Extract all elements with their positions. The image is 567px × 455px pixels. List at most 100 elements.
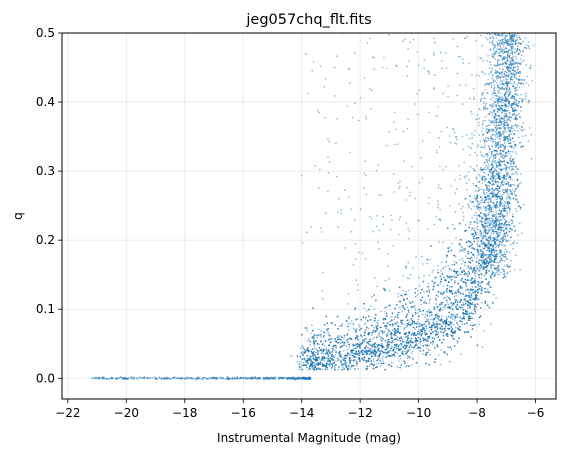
data-point [497, 90, 499, 92]
data-point [454, 281, 456, 284]
data-point [480, 244, 482, 246]
data-point [495, 120, 498, 122]
data-point [371, 349, 374, 352]
data-point [367, 360, 370, 363]
data-point [427, 283, 430, 285]
data-point [376, 355, 379, 357]
data-point [428, 364, 430, 366]
data-point [315, 362, 318, 365]
data-point [405, 293, 408, 296]
data-point [356, 336, 359, 339]
data-point [457, 301, 459, 303]
data-point [492, 201, 495, 204]
data-point [516, 168, 519, 170]
data-point [358, 357, 360, 360]
data-point [461, 277, 463, 280]
data-point [414, 340, 417, 343]
data-point [402, 353, 405, 356]
data-point [448, 311, 451, 314]
data-point [490, 135, 492, 138]
data-point [491, 55, 494, 58]
data-point [313, 364, 316, 367]
data-point [466, 322, 468, 325]
data-point [499, 77, 502, 80]
data-point [446, 284, 449, 287]
data-point [350, 359, 352, 361]
data-point [360, 318, 363, 321]
data-point [368, 308, 370, 311]
data-point [351, 354, 354, 357]
data-point [465, 300, 467, 302]
data-point [425, 351, 428, 354]
data-point [426, 320, 429, 322]
data-point [495, 210, 497, 213]
data-point [373, 326, 376, 329]
data-point [470, 336, 472, 338]
data-point [474, 303, 477, 306]
data-point [397, 296, 400, 298]
data-point [454, 317, 457, 319]
data-point [460, 279, 463, 282]
data-point [355, 349, 358, 352]
data-point [435, 303, 438, 305]
data-point [305, 359, 307, 361]
data-point [306, 327, 308, 330]
data-point [400, 338, 403, 340]
data-point [445, 279, 447, 282]
data-point [306, 329, 309, 332]
data-point [512, 197, 515, 200]
data-point [477, 303, 479, 305]
data-point [422, 353, 424, 355]
data-point [430, 318, 432, 321]
data-point [326, 329, 328, 332]
data-point [353, 355, 355, 358]
data-point [341, 359, 344, 361]
data-point [422, 280, 425, 283]
data-point [311, 352, 314, 354]
data-point [472, 253, 474, 256]
data-point [362, 349, 364, 351]
data-point [455, 294, 458, 297]
data-point [430, 342, 432, 344]
data-point [356, 364, 358, 367]
data-point [385, 312, 388, 315]
data-point [428, 344, 431, 347]
data-point [468, 291, 471, 294]
data-point [520, 54, 523, 56]
data-point [305, 361, 307, 364]
data-point [310, 332, 312, 334]
data-point [359, 350, 361, 352]
data-point [476, 344, 479, 347]
data-point [392, 348, 395, 351]
data-point [398, 286, 401, 289]
data-point [472, 182, 474, 185]
data-point [432, 321, 434, 323]
data-point [514, 124, 517, 126]
data-point [469, 298, 471, 301]
scatter-points [91, 32, 535, 381]
data-point [521, 60, 523, 63]
data-point [416, 312, 419, 314]
data-point [382, 355, 384, 358]
data-point [477, 254, 480, 257]
data-point [453, 292, 456, 295]
data-point [449, 298, 451, 301]
data-point [510, 244, 512, 246]
data-point [474, 310, 476, 313]
data-point [481, 221, 483, 223]
data-point [450, 249, 453, 252]
data-point [365, 360, 368, 363]
data-point [355, 351, 358, 353]
data-point [368, 353, 371, 356]
data-point [478, 323, 480, 326]
data-point [411, 322, 414, 324]
data-point [398, 349, 400, 351]
data-point [514, 98, 517, 101]
data-point [440, 261, 443, 264]
data-point [331, 358, 334, 360]
data-point [454, 326, 457, 329]
data-point [472, 288, 475, 291]
data-point [386, 345, 388, 347]
data-point [403, 360, 405, 363]
data-point [461, 258, 463, 260]
